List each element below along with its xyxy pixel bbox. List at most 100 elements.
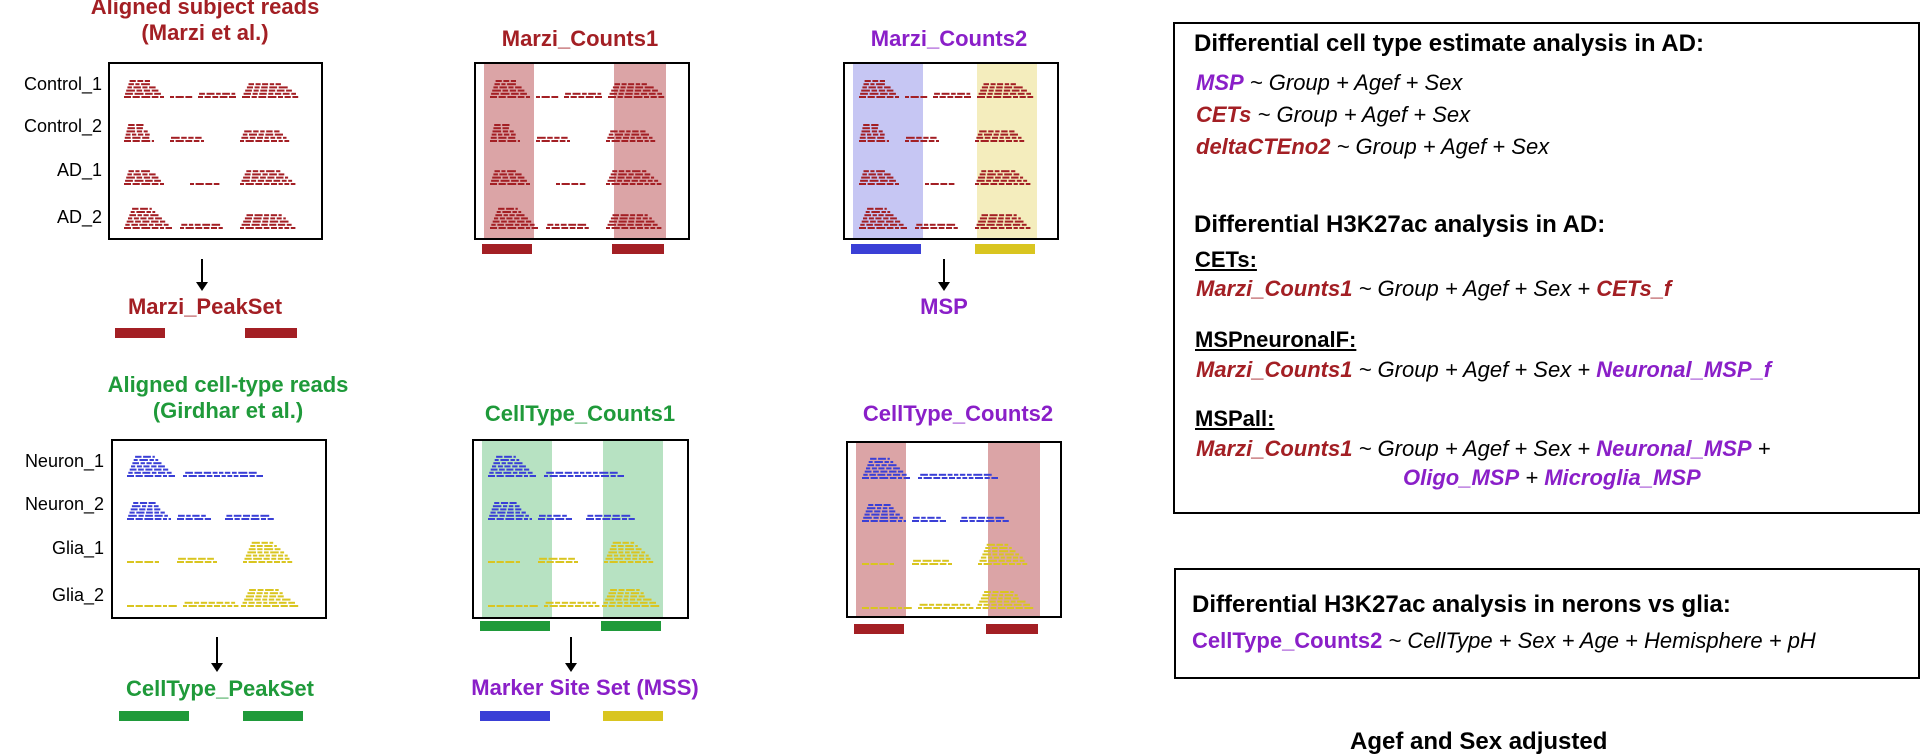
read-segment — [222, 92, 230, 95]
read-segment — [160, 511, 165, 514]
formula-neuronal-msp-f: Neuronal_MSP_f — [1596, 357, 1772, 382]
read-segment — [151, 183, 159, 185]
read-segment — [503, 505, 508, 508]
read-segment — [874, 504, 883, 506]
read-segment — [252, 173, 261, 176]
read-segment — [136, 176, 143, 179]
read-segment — [624, 601, 629, 604]
read-segment — [920, 96, 928, 98]
read-segment — [267, 96, 277, 98]
read-segment — [611, 183, 620, 185]
read-segment — [269, 173, 277, 176]
read-segment — [995, 130, 1000, 133]
read-segment — [253, 217, 262, 220]
read-segment — [177, 561, 184, 563]
read-segment — [154, 468, 162, 471]
read-segment — [247, 605, 254, 607]
read-segment — [639, 179, 647, 182]
read-segment — [612, 514, 620, 517]
read-segment — [257, 179, 265, 182]
read-segment — [929, 473, 938, 476]
read-segment — [554, 136, 560, 139]
celltype-counts2-title: CellType_Counts2 — [862, 401, 1054, 426]
read-segment — [658, 96, 665, 98]
cets-subheader: CETs: — [1195, 247, 1257, 272]
read-segment — [650, 227, 656, 229]
cte-analysis-header: Differential cell type estimate analysis… — [1194, 30, 1704, 57]
formula-deltacteno2-rhs: ~ Group + Agef + Sex — [1330, 134, 1550, 159]
read-segment — [930, 183, 939, 185]
read-segment — [148, 223, 154, 226]
read-segment — [221, 605, 226, 607]
read-segment — [606, 227, 610, 229]
read-segment — [233, 475, 239, 477]
read-segment — [276, 89, 285, 92]
formula-cets-rhs: ~ Group + Agef + Sex — [1251, 102, 1471, 127]
read-segment — [141, 170, 150, 173]
read-segment — [976, 136, 984, 139]
read-segment — [978, 516, 985, 519]
read-segment — [493, 173, 498, 176]
read-segment — [859, 183, 866, 185]
read-segment — [633, 96, 643, 98]
read-segment — [126, 130, 136, 133]
read-segment — [929, 520, 939, 522]
neurons-vs-glia-box — [1174, 568, 1920, 679]
read-segment — [872, 133, 879, 136]
read-segment — [901, 473, 907, 476]
read-segment — [505, 518, 515, 520]
read-segment — [520, 179, 527, 182]
read-segment — [250, 545, 256, 547]
read-segment — [124, 183, 131, 185]
read-segment — [636, 136, 642, 139]
read-segment — [202, 223, 211, 226]
read-segment — [607, 136, 615, 139]
read-segment — [987, 170, 994, 173]
read-segment — [631, 179, 638, 182]
read-segment — [610, 173, 617, 176]
read-segment — [654, 179, 659, 182]
read-segment — [517, 89, 525, 92]
read-segment — [933, 96, 938, 98]
read-segment — [151, 96, 159, 98]
read-segment — [1026, 92, 1031, 95]
read-segment — [517, 183, 525, 185]
read-segment — [287, 561, 293, 563]
read-segment — [998, 597, 1003, 600]
read-segment — [870, 607, 878, 609]
read-segment — [185, 140, 193, 142]
read-segment — [978, 220, 986, 223]
read-segment — [260, 89, 268, 92]
read-segment — [541, 96, 550, 98]
read-segment — [995, 176, 1001, 179]
read-segment — [1004, 543, 1009, 546]
read-segment — [1013, 183, 1018, 185]
arrow-to-msp — [938, 259, 950, 291]
read-segment — [257, 548, 263, 551]
read-segment — [880, 179, 888, 182]
read-segment — [203, 471, 212, 474]
read-segment — [183, 605, 187, 607]
read-segment — [996, 223, 1003, 226]
read-segment — [536, 96, 540, 98]
formula-msp: MSP ~ Group + Agef + Sex — [1196, 70, 1462, 96]
read-segment — [132, 133, 137, 136]
read-segment — [898, 520, 902, 522]
read-segment — [869, 179, 879, 182]
read-segment — [185, 227, 194, 229]
read-segment — [227, 605, 233, 607]
formula-celltype-counts2-var: CellType_Counts2 — [1192, 628, 1383, 653]
read-segment — [198, 96, 203, 98]
read-segment — [983, 563, 992, 565]
read-segment — [556, 183, 560, 185]
read-segment — [947, 96, 954, 98]
read-segment — [201, 140, 204, 142]
row-label-ad-1: AD_1 — [56, 160, 102, 180]
read-segment — [268, 598, 275, 601]
read-segment — [198, 557, 206, 560]
read-segment — [276, 176, 284, 179]
read-segment — [1000, 179, 1007, 182]
read-segment — [490, 227, 497, 229]
read-segment — [990, 597, 997, 600]
read-segment — [619, 554, 626, 557]
